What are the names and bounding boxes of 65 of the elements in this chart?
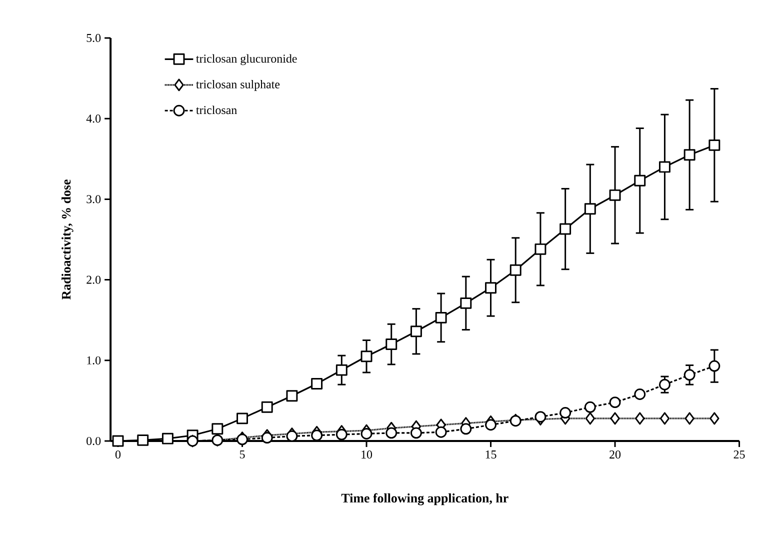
point bbox=[634, 388, 646, 400]
point bbox=[708, 360, 720, 372]
y-tick-label: 5.0 bbox=[86, 34, 101, 42]
legend-label: triclosan glucuronide bbox=[196, 54, 297, 66]
y-tick-label: 0.0 bbox=[86, 436, 101, 446]
y-tick-label: 4.0 bbox=[86, 114, 101, 123]
point bbox=[485, 282, 496, 294]
point bbox=[311, 430, 323, 442]
point bbox=[660, 412, 670, 425]
point bbox=[386, 427, 398, 439]
y-tick-label: 1.0 bbox=[87, 356, 101, 364]
point bbox=[635, 412, 645, 425]
point bbox=[261, 432, 273, 444]
y-tick-label: 2.0 bbox=[86, 276, 101, 284]
point bbox=[534, 243, 546, 255]
y-tick-label: 3.0 bbox=[86, 195, 101, 204]
point bbox=[360, 350, 372, 362]
point bbox=[708, 139, 720, 151]
point bbox=[410, 427, 422, 439]
y-axis-title: Radioactivity, % dose bbox=[62, 180, 74, 300]
point bbox=[560, 223, 572, 235]
point bbox=[584, 203, 596, 215]
point bbox=[112, 435, 124, 447]
x-tick-label: 10 bbox=[362, 450, 372, 459]
point bbox=[510, 264, 522, 276]
point bbox=[584, 401, 596, 413]
point bbox=[261, 401, 273, 413]
point bbox=[410, 326, 422, 338]
legend-label: triclosan bbox=[196, 106, 237, 114]
point bbox=[684, 412, 694, 425]
point bbox=[286, 390, 298, 402]
point bbox=[485, 419, 496, 431]
point bbox=[534, 411, 546, 423]
point bbox=[162, 432, 174, 444]
legend-label: triclosan sulphate bbox=[196, 80, 280, 91]
point bbox=[609, 396, 621, 408]
point bbox=[560, 407, 572, 419]
point bbox=[236, 412, 248, 424]
point bbox=[435, 312, 447, 324]
point bbox=[137, 434, 149, 446]
point bbox=[311, 378, 323, 390]
point bbox=[386, 338, 398, 350]
point bbox=[684, 149, 696, 161]
point bbox=[609, 189, 621, 201]
x-tick-label: 5 bbox=[240, 450, 245, 458]
point bbox=[634, 174, 646, 186]
point bbox=[658, 378, 670, 390]
point bbox=[435, 426, 447, 438]
x-tick-label: 15 bbox=[486, 450, 496, 458]
point bbox=[360, 428, 372, 440]
point bbox=[336, 428, 348, 440]
point bbox=[460, 423, 472, 435]
point bbox=[212, 423, 224, 435]
point bbox=[684, 369, 696, 381]
point bbox=[286, 430, 298, 442]
point bbox=[658, 161, 670, 173]
x-tick-label: 25 bbox=[734, 450, 745, 459]
x-axis-title: Time following application, hr bbox=[341, 493, 508, 506]
point bbox=[336, 364, 348, 376]
x-tick-label: 0 bbox=[115, 450, 121, 459]
x-tick-label: 20 bbox=[610, 450, 621, 459]
point bbox=[585, 412, 596, 425]
point bbox=[710, 412, 720, 425]
point bbox=[460, 297, 472, 309]
point bbox=[610, 412, 620, 425]
